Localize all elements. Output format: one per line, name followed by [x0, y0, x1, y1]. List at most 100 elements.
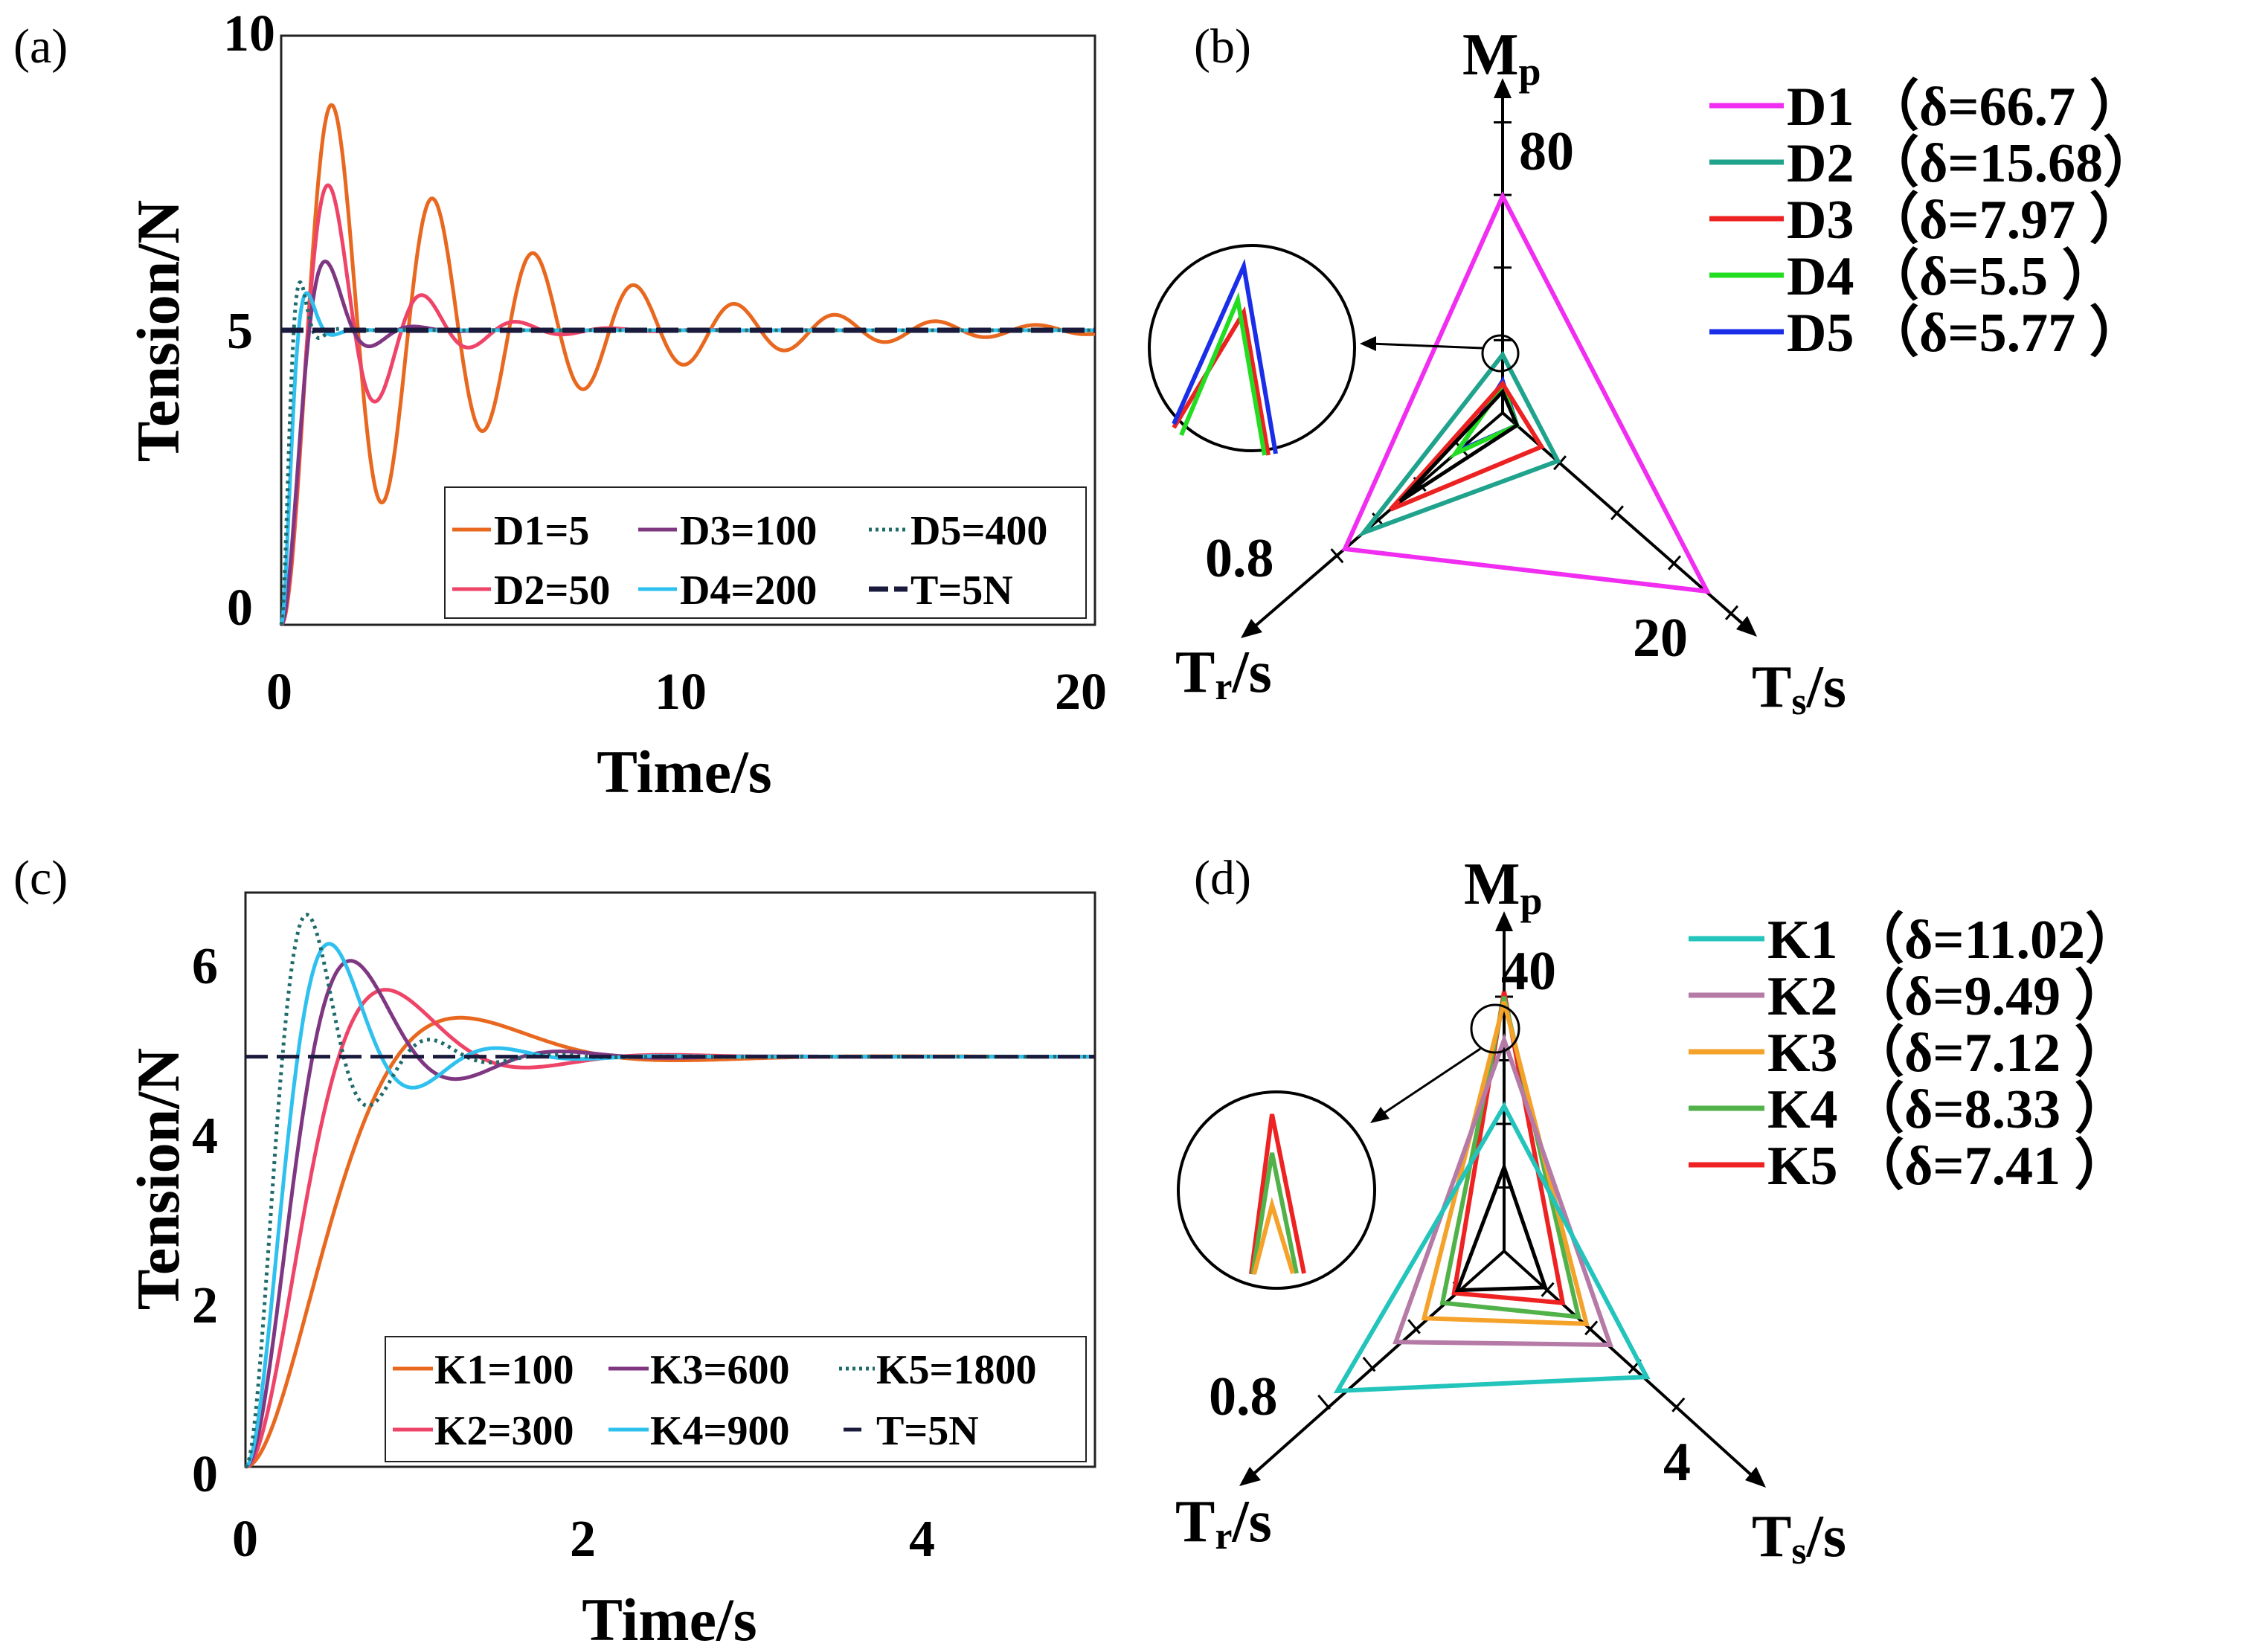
- radar-b-tick-2-2: [1610, 505, 1625, 521]
- legend-label-d-k3: K3: [1767, 1023, 1838, 1084]
- legend-delta-d-k3: （δ=7.12 ）: [1849, 1023, 2130, 1084]
- legend-label-k1: K1=100: [434, 1347, 574, 1393]
- legend-label-b-d1: D1: [1787, 77, 1854, 138]
- panel-a-ytick-5: 5: [227, 303, 253, 360]
- zoom-d-k4-line: [1250, 1152, 1299, 1275]
- legend-label-d-k5: K5: [1767, 1136, 1838, 1197]
- panel-a-legend: D1=5 D3=100 D5=400 D2=50 D4=200 T=5N: [444, 486, 1087, 619]
- radar-d-polygon-k2: [1393, 1033, 1613, 1348]
- legend-delta-d-k4: （δ=8.33 ）: [1849, 1079, 2130, 1140]
- legend-delta-d-k5: （δ=7.41 ）: [1849, 1136, 2130, 1197]
- panel-a-xtick-20: 20: [1055, 663, 1107, 721]
- panel-b-mp-label: Mp: [1462, 22, 1541, 94]
- legend-label-b-d3: D3: [1787, 190, 1854, 251]
- legend-label-target: T=5N: [910, 568, 1013, 614]
- panel-c-xlabel: Time/s: [582, 1586, 757, 1652]
- radar-d-polygon-k1: [1333, 1101, 1651, 1394]
- panel-b-polygons: [1341, 190, 1712, 594]
- panel-b-tr-label: Tr/s: [1175, 640, 1272, 708]
- legend-delta-b-d4: （δ=5.5 ）: [1864, 246, 2117, 307]
- legend-label-target-c: T=5N: [876, 1408, 979, 1454]
- panel-c-label: (c): [13, 851, 68, 905]
- panel-d-radar-chart: (d) Mp 40 0.8 4 Tr/s Ts/s K1 （δ=11.02） K…: [1175, 851, 2140, 1572]
- panel-c-legend: K1=100 K3=600 K5=1800 K2=300 K4=900 T=5N: [385, 1336, 1087, 1462]
- panel-b-axis-ticks: [1330, 121, 1739, 620]
- legend-delta-b-d5: （δ=5.77 ）: [1864, 303, 2145, 364]
- panel-c-line-chart: (c) 6 4 2 0 0 2 4 Time/s Tension/N K1=10…: [13, 851, 1096, 1652]
- panel-d-zoom-inset-content: [1249, 1113, 1306, 1275]
- radar-d-tick-2-4: [1671, 1397, 1686, 1412]
- panel-c-xtick-4: 4: [909, 1511, 935, 1568]
- zoom-b-d5-line: [1172, 258, 1278, 454]
- panel-a-xlabel: Time/s: [597, 738, 771, 806]
- panel-d-arrow-ts: [1745, 1467, 1766, 1488]
- legend-label-k2: K2=300: [434, 1408, 574, 1454]
- zoom-b-d3-line: [1172, 306, 1271, 456]
- panel-b-zoom-inset-content: [1172, 258, 1278, 456]
- zoom-b-d4-line: [1179, 292, 1267, 456]
- radar-d-polygon-k5: [1451, 991, 1566, 1305]
- panel-b-legend: D1 （δ=66.7 ） D2 （δ=15.68） D3 （δ=7.97 ） D…: [1709, 77, 2158, 364]
- legend-label-d-k2: K2: [1767, 966, 1838, 1027]
- panel-d-tr-label: Tr/s: [1175, 1489, 1272, 1558]
- panel-d-polygons: [1333, 991, 1651, 1394]
- legend-delta-b-d3: （δ=7.97 ）: [1864, 190, 2145, 251]
- panel-d-zoom-pointer: [1379, 1047, 1481, 1117]
- radar-b-tick-2-4: [1724, 605, 1739, 620]
- legend-label-b-d5: D5: [1787, 303, 1854, 364]
- legend-label-d5: D5=400: [910, 508, 1047, 554]
- panel-d-axis-ts: [1503, 1250, 1758, 1482]
- panel-b-radar-chart: (b) Mp 80 0.8 20 Tr/s Ts/s D1 （δ=66.7 ） …: [1148, 19, 2158, 723]
- radar-d-polygon-baseline: [1454, 1161, 1548, 1293]
- panel-b-zoom-pointer-head: [1360, 336, 1376, 351]
- legend-label-d-k4: K4: [1767, 1079, 1838, 1140]
- radar-d-tick-2-2: [1584, 1320, 1599, 1336]
- radar-b-polygon-d1: [1341, 190, 1712, 594]
- panel-a-ytick-10: 10: [223, 5, 275, 62]
- legend-delta-d-k1: （δ=11.02）: [1849, 910, 2140, 971]
- panel-d-zoom-inset: [1177, 1090, 1376, 1290]
- panel-a-series-group: [279, 103, 1096, 627]
- panel-b-label: (b): [1194, 19, 1251, 74]
- panel-b-ts-label: Ts/s: [1752, 655, 1846, 723]
- panel-c-xtick-2: 2: [570, 1511, 596, 1568]
- panel-c-ylabel: Tension/N: [124, 1048, 192, 1310]
- zoom-d-k3-line: [1252, 1196, 1295, 1275]
- zoom-d-k5-line: [1249, 1113, 1306, 1275]
- panel-a-line-chart: (a) 10 5 0 0 10 20 Time/s Tension/N D1=5…: [13, 5, 1107, 806]
- panel-d-arrow-tr: [1239, 1467, 1261, 1486]
- radar-d-tick-1-4: [1317, 1394, 1331, 1410]
- radar-d-tick-1-3: [1362, 1357, 1376, 1372]
- panel-a-xtick-10: 10: [655, 663, 707, 721]
- panel-d-zoom-pointer-head: [1370, 1107, 1390, 1123]
- panel-d-ts-max: 4: [1663, 1432, 1691, 1493]
- panel-b-arrow-ts: [1736, 616, 1757, 637]
- panel-d-mp-label: Mp: [1464, 852, 1543, 923]
- panel-c-ytick-0: 0: [192, 1446, 218, 1503]
- radar-d-tick-1-2: [1407, 1319, 1421, 1334]
- panel-c-frame: [244, 891, 1096, 1468]
- radar-b-tick-2-3: [1667, 555, 1682, 571]
- legend-delta-d-k2: （δ=9.49 ）: [1849, 966, 2130, 1027]
- panel-c-ytick-4: 4: [192, 1108, 218, 1165]
- panel-c-xtick-0: 0: [232, 1511, 258, 1568]
- panel-b-tr-max: 0.8: [1205, 528, 1274, 589]
- legend-label-k5: K5=1800: [876, 1347, 1036, 1393]
- panel-b-zoom-marker: [1481, 334, 1520, 373]
- panel-d-mp-max: 40: [1501, 941, 1556, 1002]
- radar-b-tick-1-4: [1330, 548, 1344, 564]
- legend-label-d3: D3=100: [680, 508, 817, 554]
- radar-d-tick-2-1: [1541, 1282, 1555, 1297]
- legend-delta-b-d2: （δ=15.68）: [1864, 133, 2158, 194]
- panel-d-ts-label: Ts/s: [1752, 1504, 1846, 1572]
- legend-label-b-d2: D2: [1787, 133, 1854, 194]
- panel-d-arrow-mp: [1495, 911, 1513, 931]
- panel-d-tr-max: 0.8: [1209, 1366, 1278, 1427]
- panel-c-legend-box: [385, 1336, 1087, 1462]
- legend-label-k4: K4=900: [650, 1408, 789, 1454]
- panel-c-series-group: [244, 913, 1096, 1469]
- legend-delta-b-d1: （δ=66.7 ）: [1864, 77, 2145, 138]
- panel-a-legend-box: [444, 486, 1087, 619]
- radar-b-tick-2-1: [1552, 455, 1567, 471]
- panel-d-label: (d): [1194, 851, 1251, 905]
